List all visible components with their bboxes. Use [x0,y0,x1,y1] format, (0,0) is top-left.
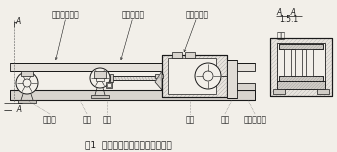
Text: A: A [15,17,20,26]
Bar [185,52,195,58]
Circle shape [96,74,103,81]
Text: 丝杠: 丝杠 [102,115,112,124]
Text: 支座: 支座 [220,115,229,124]
Bar [279,76,323,81]
Bar [168,58,216,94]
Text: —: — [4,106,12,115]
Circle shape [23,79,31,87]
Bar [110,74,113,82]
Bar [270,38,332,96]
Text: A    A: A A [276,8,296,17]
Text: 钩挡: 钩挡 [277,31,286,40]
Bar [107,83,111,87]
Text: A: A [12,105,22,114]
Bar [94,71,106,78]
Bar [306,49,313,76]
Bar [172,52,182,58]
Text: 蜗轮蜗旋器: 蜗轮蜗旋器 [185,10,209,19]
Bar [279,44,323,49]
Bar [279,76,323,81]
Bar [284,49,291,76]
Text: 1.5.1: 1.5.1 [279,15,299,24]
Text: 压轴支承滑座: 压轴支承滑座 [52,10,80,19]
Bar [279,44,323,49]
Bar [270,38,332,96]
Bar [273,89,285,94]
Circle shape [90,68,110,88]
Bar [10,63,255,71]
Bar [110,76,162,80]
Bar [155,74,163,78]
Bar [10,90,255,100]
Text: 径向球轴承: 径向球轴承 [243,115,267,124]
Bar [18,100,36,102]
Bar [277,81,325,89]
Bar [162,55,227,97]
Circle shape [203,71,213,81]
Bar [21,71,33,76]
Circle shape [16,72,38,94]
Circle shape [195,63,221,89]
Text: 图1  中间罐车横向微调机构示意图: 图1 中间罐车横向微调机构示意图 [85,140,172,149]
Bar [317,89,329,94]
Text: 中间罐: 中间罐 [43,115,57,124]
Text: 蜗轮: 蜗轮 [82,115,92,124]
Bar [277,43,325,86]
Text: 滚叶轴承座: 滚叶轴承座 [121,10,145,19]
Bar [110,76,162,80]
Bar [277,81,325,89]
Bar [295,49,302,76]
Polygon shape [155,71,162,90]
Text: ┌: ┌ [12,18,17,27]
Bar [162,55,227,97]
Bar [237,83,255,90]
Text: 横架: 横架 [185,115,195,124]
Bar [227,60,237,98]
Bar [96,78,104,81]
Bar [91,95,109,97]
Bar [106,82,112,88]
